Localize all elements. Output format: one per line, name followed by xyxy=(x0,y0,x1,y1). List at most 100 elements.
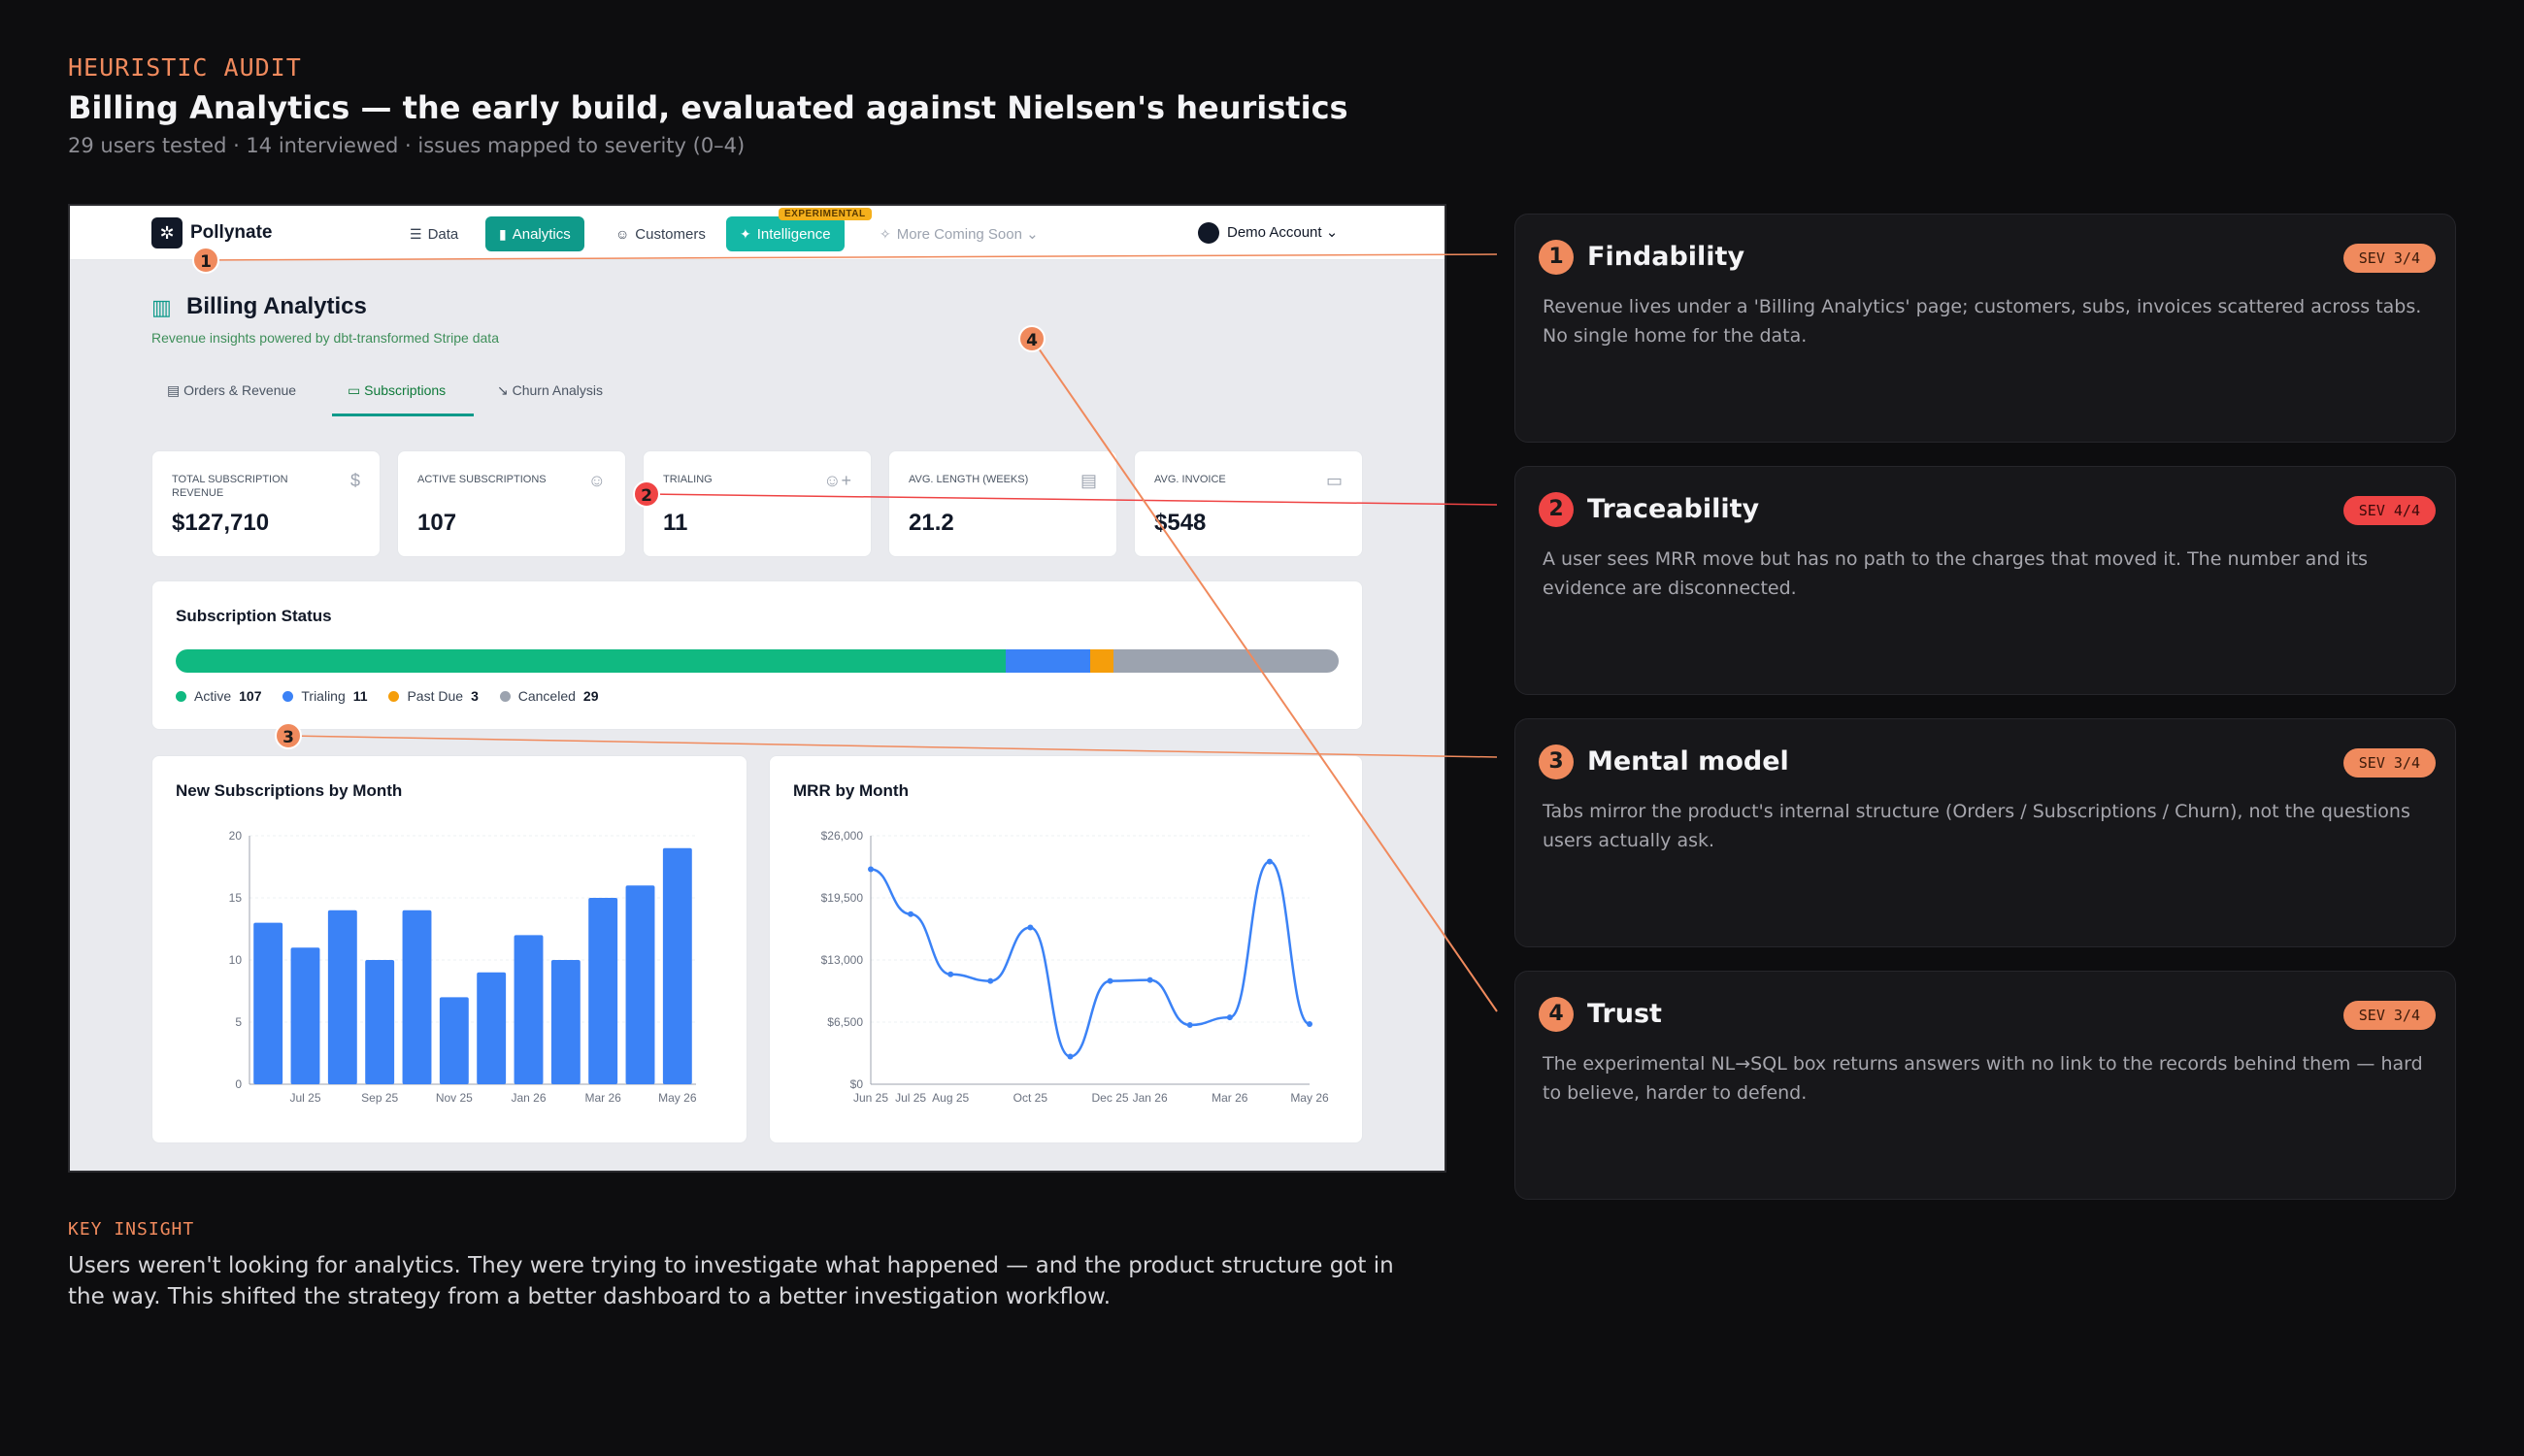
status-segment-past-due xyxy=(1090,649,1114,673)
insight-text: Users weren't looking for analytics. The… xyxy=(68,1253,1394,1309)
nav-customers-label: Customers xyxy=(635,226,706,243)
audit-card-findability: 1 Findability SEV 3/4 Revenue lives unde… xyxy=(1514,214,2456,443)
page-subtitle: 29 users tested · 14 interviewed · issue… xyxy=(68,134,746,157)
bar xyxy=(290,947,320,1084)
tab-orders-label: Orders & Revenue xyxy=(183,382,297,398)
legend-active: Active 107 xyxy=(176,688,261,704)
audit-title: Traceability xyxy=(1587,494,1760,524)
bar-chart-icon: ▮ xyxy=(499,226,507,242)
y-tick-label: $19,500 xyxy=(821,891,864,905)
bar xyxy=(625,885,655,1084)
audit-number: 2 xyxy=(1539,492,1574,527)
tab-subscriptions-label: Subscriptions xyxy=(364,382,447,398)
nav-more-label: More Coming Soon xyxy=(896,226,1022,243)
receipt-icon: ▤ xyxy=(167,382,184,398)
marker-3: 3 xyxy=(275,722,302,749)
user-plus-icon: ☺+ xyxy=(823,471,851,490)
kpi-label: Avg. Length (Weeks) xyxy=(909,474,1029,485)
status-segment-trialing xyxy=(1005,649,1091,673)
nav-more[interactable]: ✧ More Coming Soon ⌄ xyxy=(866,216,1052,251)
app-page-subtitle: Revenue insights powered by dbt-transfor… xyxy=(151,330,499,346)
legend-label: Trialing xyxy=(301,688,346,704)
kpi-label: Active Subscriptions xyxy=(417,474,547,485)
audit-card-mental-model: 3 Mental model SEV 3/4 Tabs mirror the p… xyxy=(1514,718,2456,947)
document-icon: ▤ xyxy=(1079,471,1097,490)
y-tick-label: $26,000 xyxy=(821,829,864,843)
marker-1: 1 xyxy=(192,247,219,274)
audit-card-traceability: 2 Traceability SEV 4/4 A user sees MRR m… xyxy=(1514,466,2456,695)
y-tick-label: $13,000 xyxy=(821,953,864,967)
status-segment-active xyxy=(176,649,1006,673)
severity-badge: SEV 3/4 xyxy=(2342,748,2436,778)
kpi-avg-length: Avg. Length (Weeks) ▤ 21.2 xyxy=(888,450,1117,557)
bar xyxy=(550,960,581,1084)
audit-card-trust: 4 Trust SEV 3/4 The experimental NL→SQL … xyxy=(1514,971,2456,1200)
audit-number: 1 xyxy=(1539,240,1574,275)
kpi-value: 21.2 xyxy=(909,510,954,536)
x-tick-label: Mar 26 xyxy=(1212,1091,1248,1105)
line-chart: $0 $6,500 $13,000 $19,500 $26,000 Jun 25 Jul 2… xyxy=(821,829,1329,1105)
tab-orders[interactable]: ▤ Orders & Revenue xyxy=(167,382,296,399)
account-menu[interactable]: Demo Account ⌄ xyxy=(1198,222,1338,244)
kpi-value: $127,710 xyxy=(172,510,270,536)
mrr-card: MRR by Month $0 $6,500 $13,000 $19,500 $26,0… xyxy=(769,755,1363,1143)
data-point xyxy=(908,910,914,917)
x-tick-label: Dec 25 xyxy=(1092,1091,1129,1105)
legend-value: 11 xyxy=(352,688,368,704)
x-tick-label: May 26 xyxy=(1290,1091,1329,1105)
logo-text: Pollynate xyxy=(190,222,273,243)
data-point xyxy=(1107,977,1113,984)
sparkle-icon: ✦ xyxy=(740,226,751,242)
top-nav: ✲ Pollynate ☰ Data ▮ Analytics ☺ Customers … xyxy=(70,206,1445,260)
page-title: Billing Analytics — the early build, eva… xyxy=(68,89,1348,126)
kpi-value: 107 xyxy=(417,510,457,536)
bar xyxy=(365,960,395,1084)
kpi-trialing: Trialing ☺+ 11 xyxy=(643,450,872,557)
kpi-label: Avg. Invoice xyxy=(1154,474,1226,485)
tab-churn[interactable]: ↘ Churn Analysis xyxy=(497,382,603,399)
legend-value: 29 xyxy=(582,688,599,704)
nav-customers[interactable]: ☺ Customers xyxy=(602,216,719,251)
x-tick-label: Jul 25 xyxy=(289,1091,320,1105)
legend-canceled: Canceled 29 xyxy=(499,688,599,704)
nav-analytics[interactable]: ▮ Analytics xyxy=(485,216,584,251)
kpi-active-subscriptions: Active Subscriptions ☺ 107 xyxy=(397,450,626,557)
bar xyxy=(439,997,469,1084)
x-tick-label: Jan 26 xyxy=(1133,1091,1168,1105)
bar-chart: 0 5 10 15 20 Jul 25 Sep 25 Nov 25 Jan 26 Mar 26 Ma… xyxy=(229,829,697,1105)
avatar xyxy=(1198,222,1219,244)
audit-title: Mental model xyxy=(1587,746,1789,777)
severity-badge: SEV 4/4 xyxy=(2342,496,2436,525)
x-tick-label: Sep 25 xyxy=(361,1091,398,1105)
account-label: Demo Account xyxy=(1227,223,1322,241)
database-icon: ☰ xyxy=(410,226,422,242)
insight-label: KEY INSIGHT xyxy=(68,1219,195,1240)
bar xyxy=(253,922,283,1084)
legend-pastdue: Past Due 3 xyxy=(388,688,479,704)
experimental-badge: EXPERIMENTAL xyxy=(779,208,872,220)
legend-trialing: Trialing 11 xyxy=(282,688,368,704)
x-tick-label: Aug 25 xyxy=(932,1091,969,1105)
subscription-status-card: Subscription Status Active 107 Trialing 11… xyxy=(151,580,1363,730)
dollar-icon: $ xyxy=(349,471,360,490)
nav-data[interactable]: ☰ Data xyxy=(396,216,472,251)
nav-analytics-label: Analytics xyxy=(512,226,571,243)
status-legend: Active 107 Trialing 11 Past Due 3 Canceled 2… xyxy=(176,688,615,704)
eyebrow: HEURISTIC AUDIT xyxy=(68,53,302,82)
tab-subscriptions[interactable]: ▭ Subscriptions xyxy=(348,382,446,399)
trend-down-icon: ↘ xyxy=(497,382,513,398)
x-tick-label: Mar 26 xyxy=(584,1091,621,1105)
bar xyxy=(327,910,357,1084)
kpi-label: Trialing xyxy=(663,474,713,485)
sparkle-icon: ✧ xyxy=(880,226,891,242)
bar xyxy=(662,847,692,1084)
marker-4: 4 xyxy=(1018,325,1046,352)
nav-intelligence[interactable]: ✦ Intelligence xyxy=(726,216,845,251)
legend-dot xyxy=(282,691,294,702)
data-point xyxy=(947,971,954,977)
data-point xyxy=(1307,1020,1312,1027)
legend-dot xyxy=(499,691,511,702)
y-tick-label: $6,500 xyxy=(827,1015,863,1029)
chevron-down-icon: ⌄ xyxy=(1026,226,1039,243)
legend-dot xyxy=(176,691,186,702)
